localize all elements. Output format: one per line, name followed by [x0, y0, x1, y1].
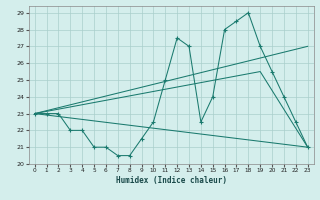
X-axis label: Humidex (Indice chaleur): Humidex (Indice chaleur)	[116, 176, 227, 185]
